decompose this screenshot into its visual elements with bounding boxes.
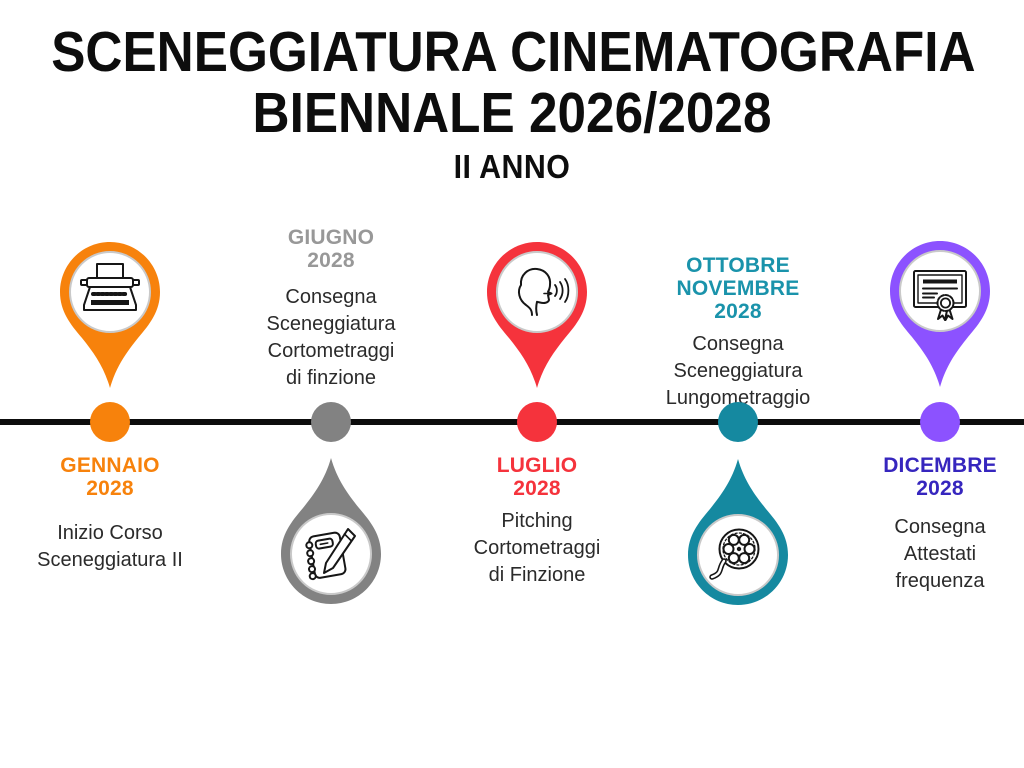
month-label-luglio: LUGLIO 2028 — [496, 454, 578, 500]
pitching-speaker-icon — [517, 267, 570, 316]
month-label-gennaio: GENNAIO 2028 — [60, 454, 160, 500]
film-reel-icon — [709, 528, 760, 580]
typewriter-icon — [80, 263, 140, 311]
pin-ottobre-novembre — [688, 459, 788, 605]
timeline-dot-dicembre — [920, 402, 960, 442]
title-subtitle: II ANNO — [453, 148, 571, 185]
certificate-icon — [913, 270, 967, 321]
month-label-ottobre-novembre: OTTOBRE NOVEMBRE 2028 — [676, 254, 800, 323]
pin-dicembre — [890, 241, 990, 387]
timeline-dot-luglio — [517, 402, 557, 442]
description-luglio: Pitching Cortometraggi di Finzione — [473, 510, 601, 586]
pin-giugno — [281, 458, 381, 604]
pin-luglio — [487, 242, 587, 388]
page-title: SCENEGGIATURA CINEMATOGRAFIA BIENNALE 20… — [0, 22, 1024, 186]
pin-gennaio — [60, 242, 160, 388]
timeline-line — [0, 419, 1024, 425]
timeline-dot-ottobre-novembre — [718, 402, 758, 442]
title-line-1: SCENEGGIATURA CINEMATOGRAFIA — [51, 20, 976, 84]
month-label-giugno: GIUGNO 2028 — [287, 226, 375, 272]
title-line-2: BIENNALE 2026/2028 — [252, 81, 772, 145]
timeline-dot-gennaio — [90, 402, 130, 442]
description-gennaio: Inizio Corso Sceneggiatura II — [37, 522, 183, 571]
month-label-dicembre: DICEMBRE 2028 — [883, 454, 997, 500]
timeline-dot-giugno — [311, 402, 351, 442]
description-dicembre: Consegna Attestati frequenza — [894, 516, 986, 592]
notebook-pencil-icon — [305, 528, 356, 581]
description-giugno: Consegna Sceneggiatura Cortometraggi di … — [266, 286, 396, 389]
description-ottobre-novembre: Consegna Sceneggiatura Lungometraggio — [665, 333, 811, 409]
